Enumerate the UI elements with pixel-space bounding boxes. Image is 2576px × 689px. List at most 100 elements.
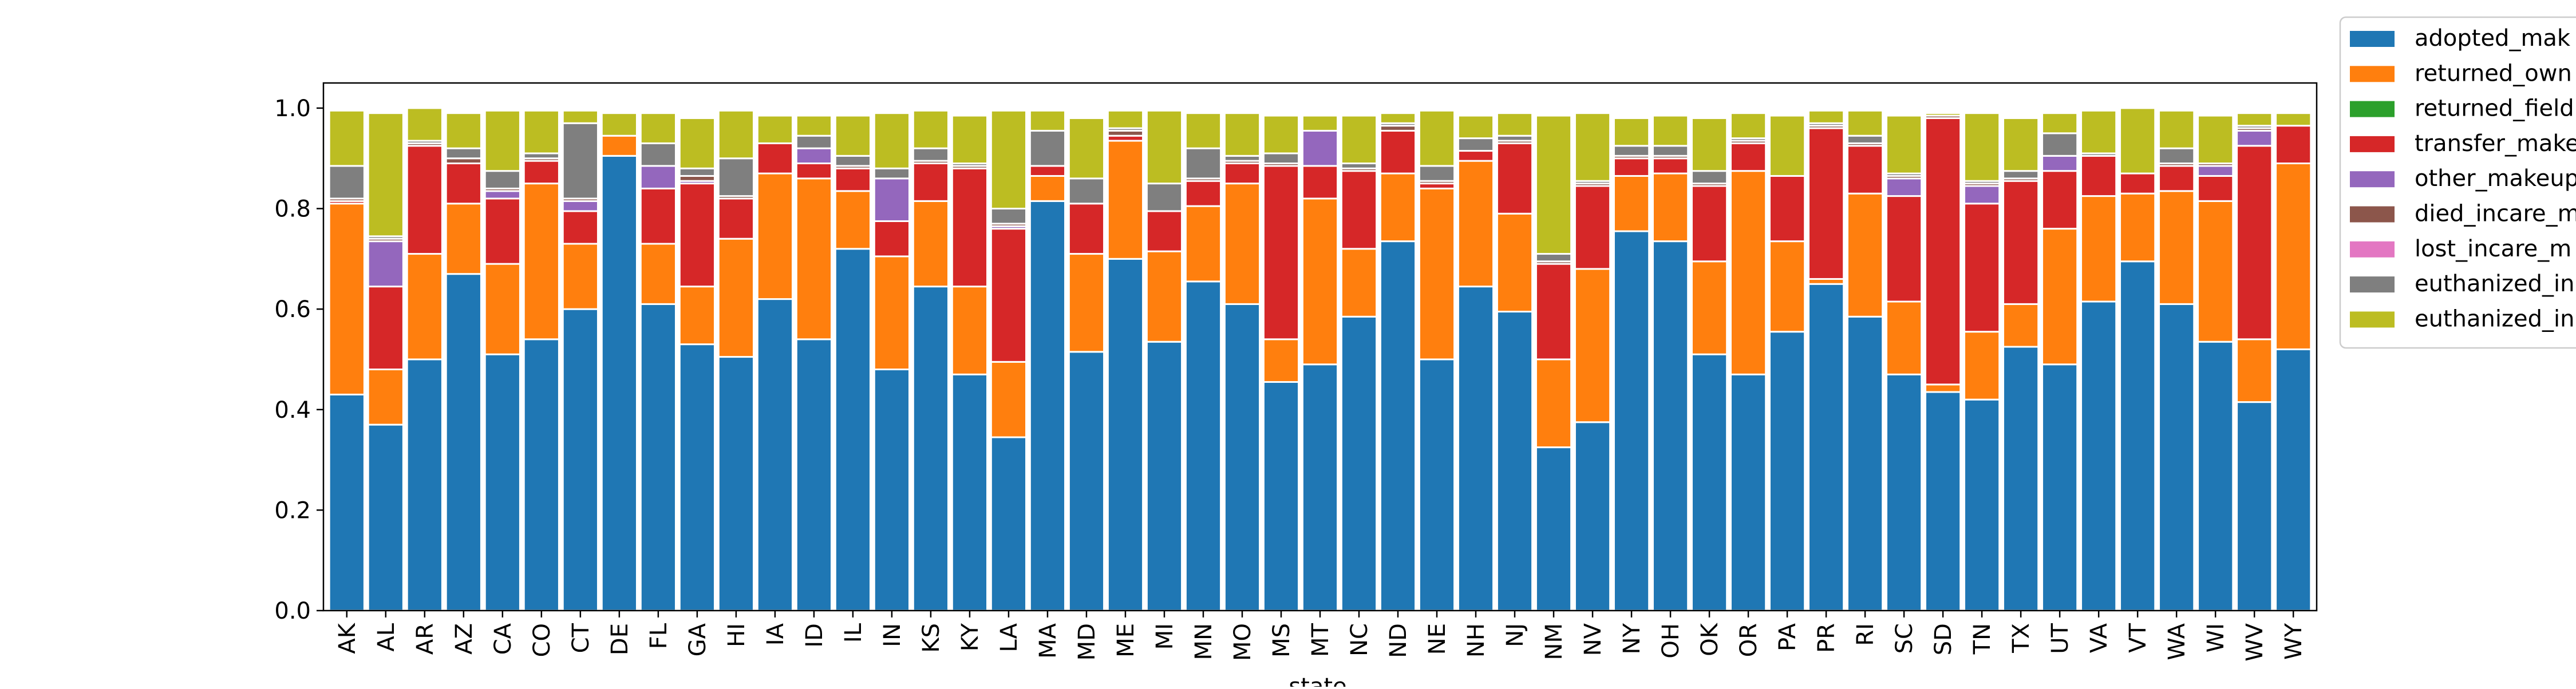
bar-segment-KY-s8	[951, 114, 989, 164]
bar-segment-UT-s4	[2041, 155, 2079, 172]
bar-segment-MN-s0	[1184, 280, 1222, 612]
bar-segment-UT-s3	[2041, 170, 2079, 230]
x-tick-label: OK	[1697, 622, 1723, 656]
bar-segment-NE-s7	[1418, 165, 1456, 182]
bar-segment-TN-s3	[1963, 203, 2001, 333]
bar-segment-CO-s3	[523, 160, 560, 185]
x-tick-label: UT	[2047, 623, 2073, 654]
legend-swatch-1	[2350, 66, 2395, 82]
bar-segment-GA-s3	[678, 183, 716, 288]
bar-segment-MD-s0	[1068, 351, 1105, 612]
bar-segment-WA-s0	[2158, 303, 2195, 612]
x-tick-label: MO	[1230, 623, 1256, 661]
x-tick-label: FL	[646, 623, 672, 649]
bar-segment-WV-s1	[2236, 338, 2273, 403]
bar-segment-HI-s8	[717, 109, 754, 160]
x-axis-label: state	[1289, 674, 1346, 687]
x-tick-label: AL	[373, 623, 400, 651]
bar-segment-VT-s3	[2119, 172, 2156, 195]
bar-segment-IN-s7	[873, 167, 911, 180]
bar-segment-KS-s0	[912, 286, 950, 612]
bar-segment-IN-s4	[873, 177, 911, 222]
bar-segment-HI-s3	[717, 197, 754, 240]
bar-segment-OK-s1	[1690, 260, 1728, 355]
bar-segment-PR-s3	[1807, 127, 1845, 280]
bar-segment-IA-s0	[756, 298, 793, 612]
bar-segment-ID-s0	[795, 338, 833, 612]
bar-segment-VA-s1	[2080, 195, 2117, 303]
x-tick-label: ID	[801, 623, 828, 648]
bar-segment-DE-s0	[600, 155, 638, 612]
x-tick-label: WI	[2203, 623, 2229, 652]
x-tick-label: MS	[1269, 623, 1295, 658]
bar-segment-OR-s0	[1729, 373, 1767, 612]
legend-label-5: died_incare_m	[2415, 201, 2576, 227]
bar-segment-NH-s8	[1457, 114, 1495, 140]
bar-segment-AL-s1	[367, 369, 404, 426]
legend-swatch-7	[2350, 276, 2395, 293]
x-tick-label: MI	[1152, 623, 1178, 650]
bar-segment-NY-s7	[1613, 145, 1650, 157]
bar-segment-NM-s0	[1535, 446, 1573, 612]
bar-segment-KS-s8	[912, 109, 950, 149]
bar-segment-IA-s1	[756, 172, 793, 300]
bar-segment-VT-s1	[2119, 192, 2156, 263]
bar-segment-AZ-s8	[445, 112, 482, 149]
legend-label-2: returned_field	[2415, 96, 2574, 122]
bar-segment-NH-s3	[1457, 150, 1495, 162]
bar-segment-OH-s1	[1652, 172, 1689, 243]
bar-segment-KY-s3	[951, 167, 989, 288]
x-tick-label: CA	[490, 623, 516, 655]
bar-segment-ME-s0	[1107, 258, 1144, 612]
bar-segment-OK-s3	[1690, 185, 1728, 263]
bar-segment-MN-s1	[1184, 205, 1222, 283]
legend-swatch-8	[2350, 311, 2395, 328]
bar-segment-MA-s7	[1029, 129, 1066, 167]
bar-segment-CA-s0	[484, 353, 521, 612]
x-tick-label: WY	[2281, 623, 2307, 660]
bar-segment-IL-s0	[834, 248, 872, 612]
bar-segment-OK-s8	[1690, 117, 1728, 172]
x-tick-label: MT	[1307, 623, 1334, 657]
bar-segment-NM-s3	[1535, 263, 1573, 361]
bar-segment-CA-s3	[484, 197, 521, 265]
legend-label-4: other_makeup	[2415, 165, 2576, 192]
bar-segment-VA-s0	[2080, 300, 2117, 612]
bar-segment-NE-s0	[1418, 358, 1456, 612]
bar-segment-FL-s4	[639, 165, 677, 189]
bar-segment-MN-s7	[1184, 147, 1222, 180]
bar-segment-GA-s0	[678, 343, 716, 612]
bar-segment-OK-s7	[1690, 170, 1728, 185]
bar-segment-HI-s7	[717, 157, 754, 197]
bar-segment-ID-s8	[795, 114, 833, 137]
x-tick-label: VT	[2125, 623, 2151, 652]
bar-segment-NY-s3	[1613, 157, 1650, 177]
bar-segment-ID-s3	[795, 162, 833, 180]
bar-segment-IN-s3	[873, 220, 911, 258]
bar-segment-WY-s1	[2275, 162, 2312, 350]
bar-segment-ME-s8	[1107, 109, 1144, 129]
bar-segment-WY-s3	[2275, 125, 2312, 164]
bar-segment-NH-s1	[1457, 160, 1495, 288]
bar-segment-AR-s1	[406, 253, 443, 361]
bar-segment-MD-s3	[1068, 203, 1105, 255]
bar-segment-FL-s3	[639, 187, 677, 245]
bar-segment-RI-s8	[1847, 109, 1884, 137]
bar-segment-NV-s0	[1574, 421, 1611, 612]
bar-segment-MT-s0	[1301, 363, 1339, 612]
bar-segment-NJ-s1	[1496, 212, 1534, 313]
bar-segment-ID-s1	[795, 177, 833, 340]
bar-segment-AR-s8	[406, 107, 443, 142]
bar-segment-AL-s0	[367, 423, 404, 612]
legend: adopted_mak returned_own returned_fieldtra…	[2339, 16, 2576, 349]
bar-segment-KY-s1	[951, 286, 989, 375]
bar-segment-MO-s8	[1223, 112, 1261, 157]
bar-segment-IA-s3	[756, 142, 793, 175]
x-tick-label: CO	[529, 623, 555, 657]
bar-segment-SD-s3	[1925, 117, 1962, 386]
x-tick-label: KS	[918, 623, 945, 653]
bar-segment-AZ-s3	[445, 162, 482, 205]
bar-segment-CT-s4	[562, 200, 599, 212]
bar-segment-VT-s0	[2119, 260, 2156, 612]
bar-segment-IL-s3	[834, 167, 872, 192]
